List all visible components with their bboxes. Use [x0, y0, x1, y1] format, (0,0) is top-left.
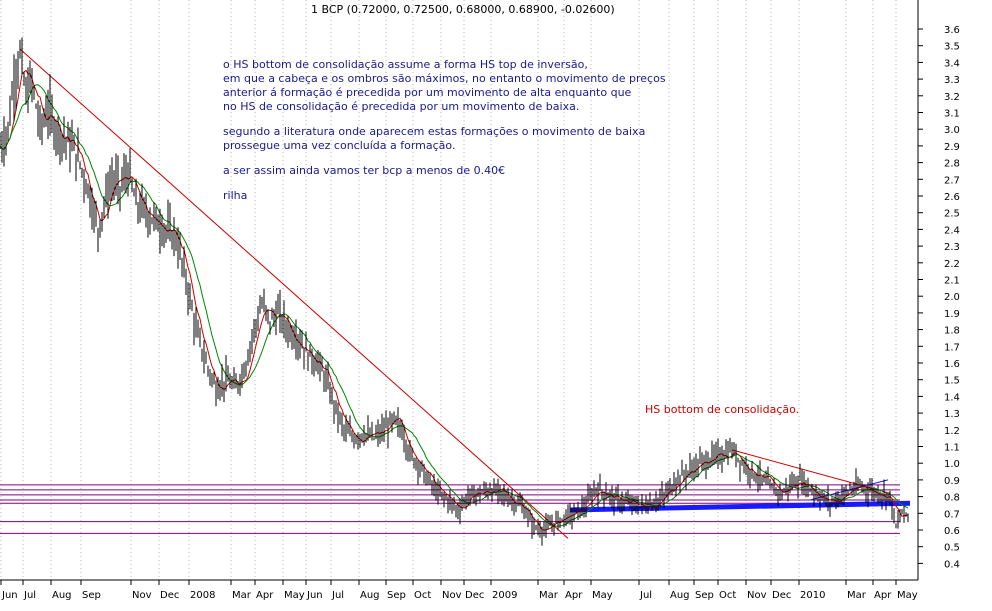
chart-title: 1 BCP (0.72000, 0.72500, 0.68000, 0.6890… [311, 3, 615, 16]
y-tick-label: 2.9 [944, 142, 960, 153]
note-line: anterior á formação é precedida por um m… [223, 86, 632, 99]
y-tick-label: 3.0 [944, 125, 960, 136]
x-tick-label: Jun [306, 590, 323, 601]
y-tick-label: 2.5 [944, 209, 960, 220]
y-tick-label: 1.9 [944, 309, 960, 320]
x-tick-label: May [897, 590, 918, 601]
y-tick-label: 3.6 [944, 25, 960, 36]
y-tick-label: 2.4 [944, 225, 960, 236]
x-tick-label: 2010 [800, 590, 825, 601]
y-tick-label: 0.6 [944, 526, 960, 537]
neckline-thick [569, 500, 911, 513]
x-tick-label: Mar [847, 590, 867, 601]
y-tick-label: 0.9 [944, 476, 960, 487]
x-axis-ticks: Jun Jul Aug Sep Nov Dec 2008 Mar Apr May Jun Jul Aug… [0, 580, 918, 601]
x-tick-label: Nov [747, 590, 767, 601]
x-tick-label: Jul [23, 590, 36, 601]
y-tick-label: 1.3 [944, 409, 960, 420]
x-tick-label: Jun [1, 590, 18, 601]
x-tick-label: 2008 [190, 590, 215, 601]
x-tick-label: Oct [414, 590, 431, 601]
y-tick-label: 3.1 [944, 109, 960, 120]
y-tick-label: 2.2 [944, 259, 960, 270]
x-tick-label: Dec [772, 590, 791, 601]
note-line: segundo a literatura onde aparecem estas… [223, 125, 646, 138]
price-bars [0, 37, 909, 546]
x-tick-label: Dec [465, 590, 484, 601]
x-tick-label: Nov [442, 590, 462, 601]
grid-lines [0, 0, 897, 580]
y-tick-label: 3.2 [944, 92, 960, 103]
x-tick-label: Aug [52, 590, 72, 601]
y-tick-label: 0.8 [944, 493, 960, 504]
note-line: em que a cabeça e os ombros são máximos,… [223, 72, 666, 85]
x-tick-label: Sep [387, 590, 406, 601]
y-tick-label: 3.4 [944, 58, 960, 69]
y-tick-label: 2.1 [944, 276, 960, 287]
x-tick-label: Apr [874, 590, 892, 601]
x-tick-label: Mar [539, 590, 559, 601]
x-tick-label: Nov [132, 590, 152, 601]
x-tick-label: Jul [639, 590, 652, 601]
x-tick-label: Aug [670, 590, 690, 601]
y-tick-label: 2.3 [944, 242, 960, 253]
y-tick-label: 2.7 [944, 175, 960, 186]
analysis-note: o HS bottom de consolidação assume a for… [223, 58, 703, 203]
x-tick-label: Oct [719, 590, 736, 601]
y-tick-label: 2.8 [944, 159, 960, 170]
note-line: prossegue uma vez concluída a formação. [223, 139, 456, 152]
x-tick-label: 2009 [492, 590, 517, 601]
x-tick-label: Mar [232, 590, 252, 601]
x-tick-label: Sep [695, 590, 714, 601]
x-tick-label: Dec [160, 590, 179, 601]
x-tick-label: Aug [360, 590, 380, 601]
note-line: a ser assim ainda vamos ter bcp a menos … [223, 164, 506, 177]
trendline-main [19, 48, 569, 539]
x-tick-label: Apr [565, 590, 583, 601]
y-tick-label: 1.1 [944, 443, 960, 454]
y-tick-label: 0.5 [944, 543, 960, 554]
x-tick-label: Jul [331, 590, 344, 601]
trendlines [19, 48, 911, 539]
y-tick-label: 2.6 [944, 192, 960, 203]
y-tick-label: 1.7 [944, 342, 960, 353]
y-tick-label: 0.4 [944, 559, 960, 570]
note-signature: rilha [223, 189, 248, 202]
x-tick-label: May [592, 590, 613, 601]
moving-average-slow [0, 84, 909, 527]
y-tick-label: 1.4 [944, 392, 960, 403]
y-tick-label: 1.6 [944, 359, 960, 370]
y-tick-label: 1.5 [944, 376, 960, 387]
note-line: o HS bottom de consolidação assume a for… [223, 58, 588, 71]
y-tick-label: 3.5 [944, 42, 960, 53]
x-tick-label: May [284, 590, 305, 601]
y-tick-label: 2.0 [944, 292, 960, 303]
trendline-blue [809, 479, 889, 501]
y-axis-ticks: 3.6 3.5 3.4 3.3 3.2 3.1 3.0 2.9 2.8 2.7 2.6 2.5 2.4 2… [918, 25, 960, 570]
y-tick-label: 1.2 [944, 426, 960, 437]
y-tick-label: 1.0 [944, 459, 960, 470]
x-tick-label: Sep [82, 590, 101, 601]
hs-bottom-label: HS bottom de consolidação. [645, 403, 800, 416]
y-tick-label: 0.7 [944, 509, 960, 520]
y-tick-label: 3.3 [944, 75, 960, 86]
x-tick-label: Apr [256, 590, 274, 601]
y-tick-label: 1.8 [944, 326, 960, 337]
note-line: no HS de consolidação é precedida por um… [223, 100, 580, 113]
